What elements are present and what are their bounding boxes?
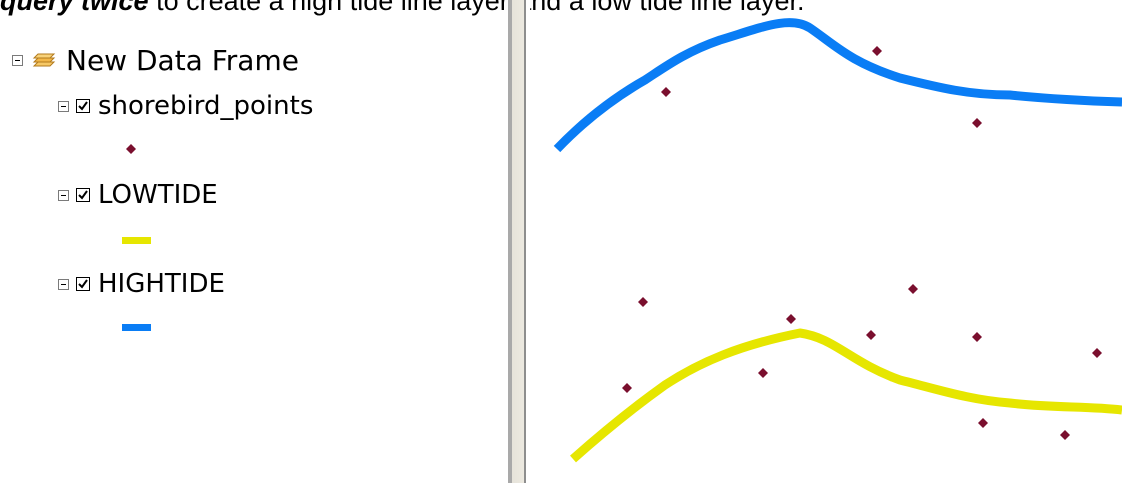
layer-visibility-checkbox[interactable]: [76, 99, 90, 113]
layers-icon: [30, 50, 56, 72]
shorebird-point: [908, 284, 918, 294]
data-frame-row[interactable]: New Data Frame: [12, 44, 299, 77]
shorebird-point: [622, 383, 632, 393]
shorebird-point: [1060, 430, 1070, 440]
shorebird-point: [758, 368, 768, 378]
data-frame-label: New Data Frame: [66, 44, 299, 77]
collapse-icon[interactable]: [58, 278, 69, 290]
checkmark-icon: [78, 101, 88, 111]
layer-label: LOWTIDE: [98, 180, 218, 210]
layer-visibility-checkbox[interactable]: [76, 277, 90, 291]
caption-rest: to create a high tide line layer and a l…: [148, 0, 805, 16]
shorebird-point: [978, 418, 988, 428]
checkmark-icon: [78, 190, 88, 200]
shorebird-point: [661, 87, 671, 97]
table-of-contents: New Data Frame shorebird_points LOWTIDE …: [0, 0, 505, 483]
map-view[interactable]: [530, 0, 1122, 483]
collapse-icon[interactable]: [12, 55, 23, 66]
layer-row-shorebird-points[interactable]: shorebird_points: [58, 91, 313, 121]
layer-visibility-checkbox[interactable]: [76, 188, 90, 202]
shorebird-point: [872, 46, 882, 56]
panel-splitter[interactable]: [508, 0, 530, 483]
point-symbol-icon: [126, 144, 136, 154]
shorebird-point: [638, 297, 648, 307]
layer-label: HIGHTIDE: [98, 269, 225, 299]
instruction-caption: query twice to create a high tide line l…: [0, 0, 1000, 18]
layer-row-lowtide[interactable]: LOWTIDE: [58, 180, 218, 210]
layer-label: shorebird_points: [98, 91, 314, 121]
shorebird-point: [972, 332, 982, 342]
lowtide-line-symbol: [122, 237, 151, 244]
caption-bold: query twice: [0, 0, 149, 16]
shorebird-point: [866, 330, 876, 340]
checkmark-icon: [78, 279, 88, 289]
shorebird-point: [972, 118, 982, 128]
shorebird-point: [1092, 348, 1102, 358]
lowtide-line: [570, 328, 1122, 463]
layer-row-hightide[interactable]: HIGHTIDE: [58, 269, 225, 299]
collapse-icon[interactable]: [58, 189, 69, 201]
hightide-line: [553, 18, 1122, 153]
shorebird-points: [622, 46, 1102, 440]
hightide-line-symbol: [122, 324, 151, 331]
shorebird-point: [786, 314, 796, 324]
collapse-icon[interactable]: [58, 100, 69, 112]
